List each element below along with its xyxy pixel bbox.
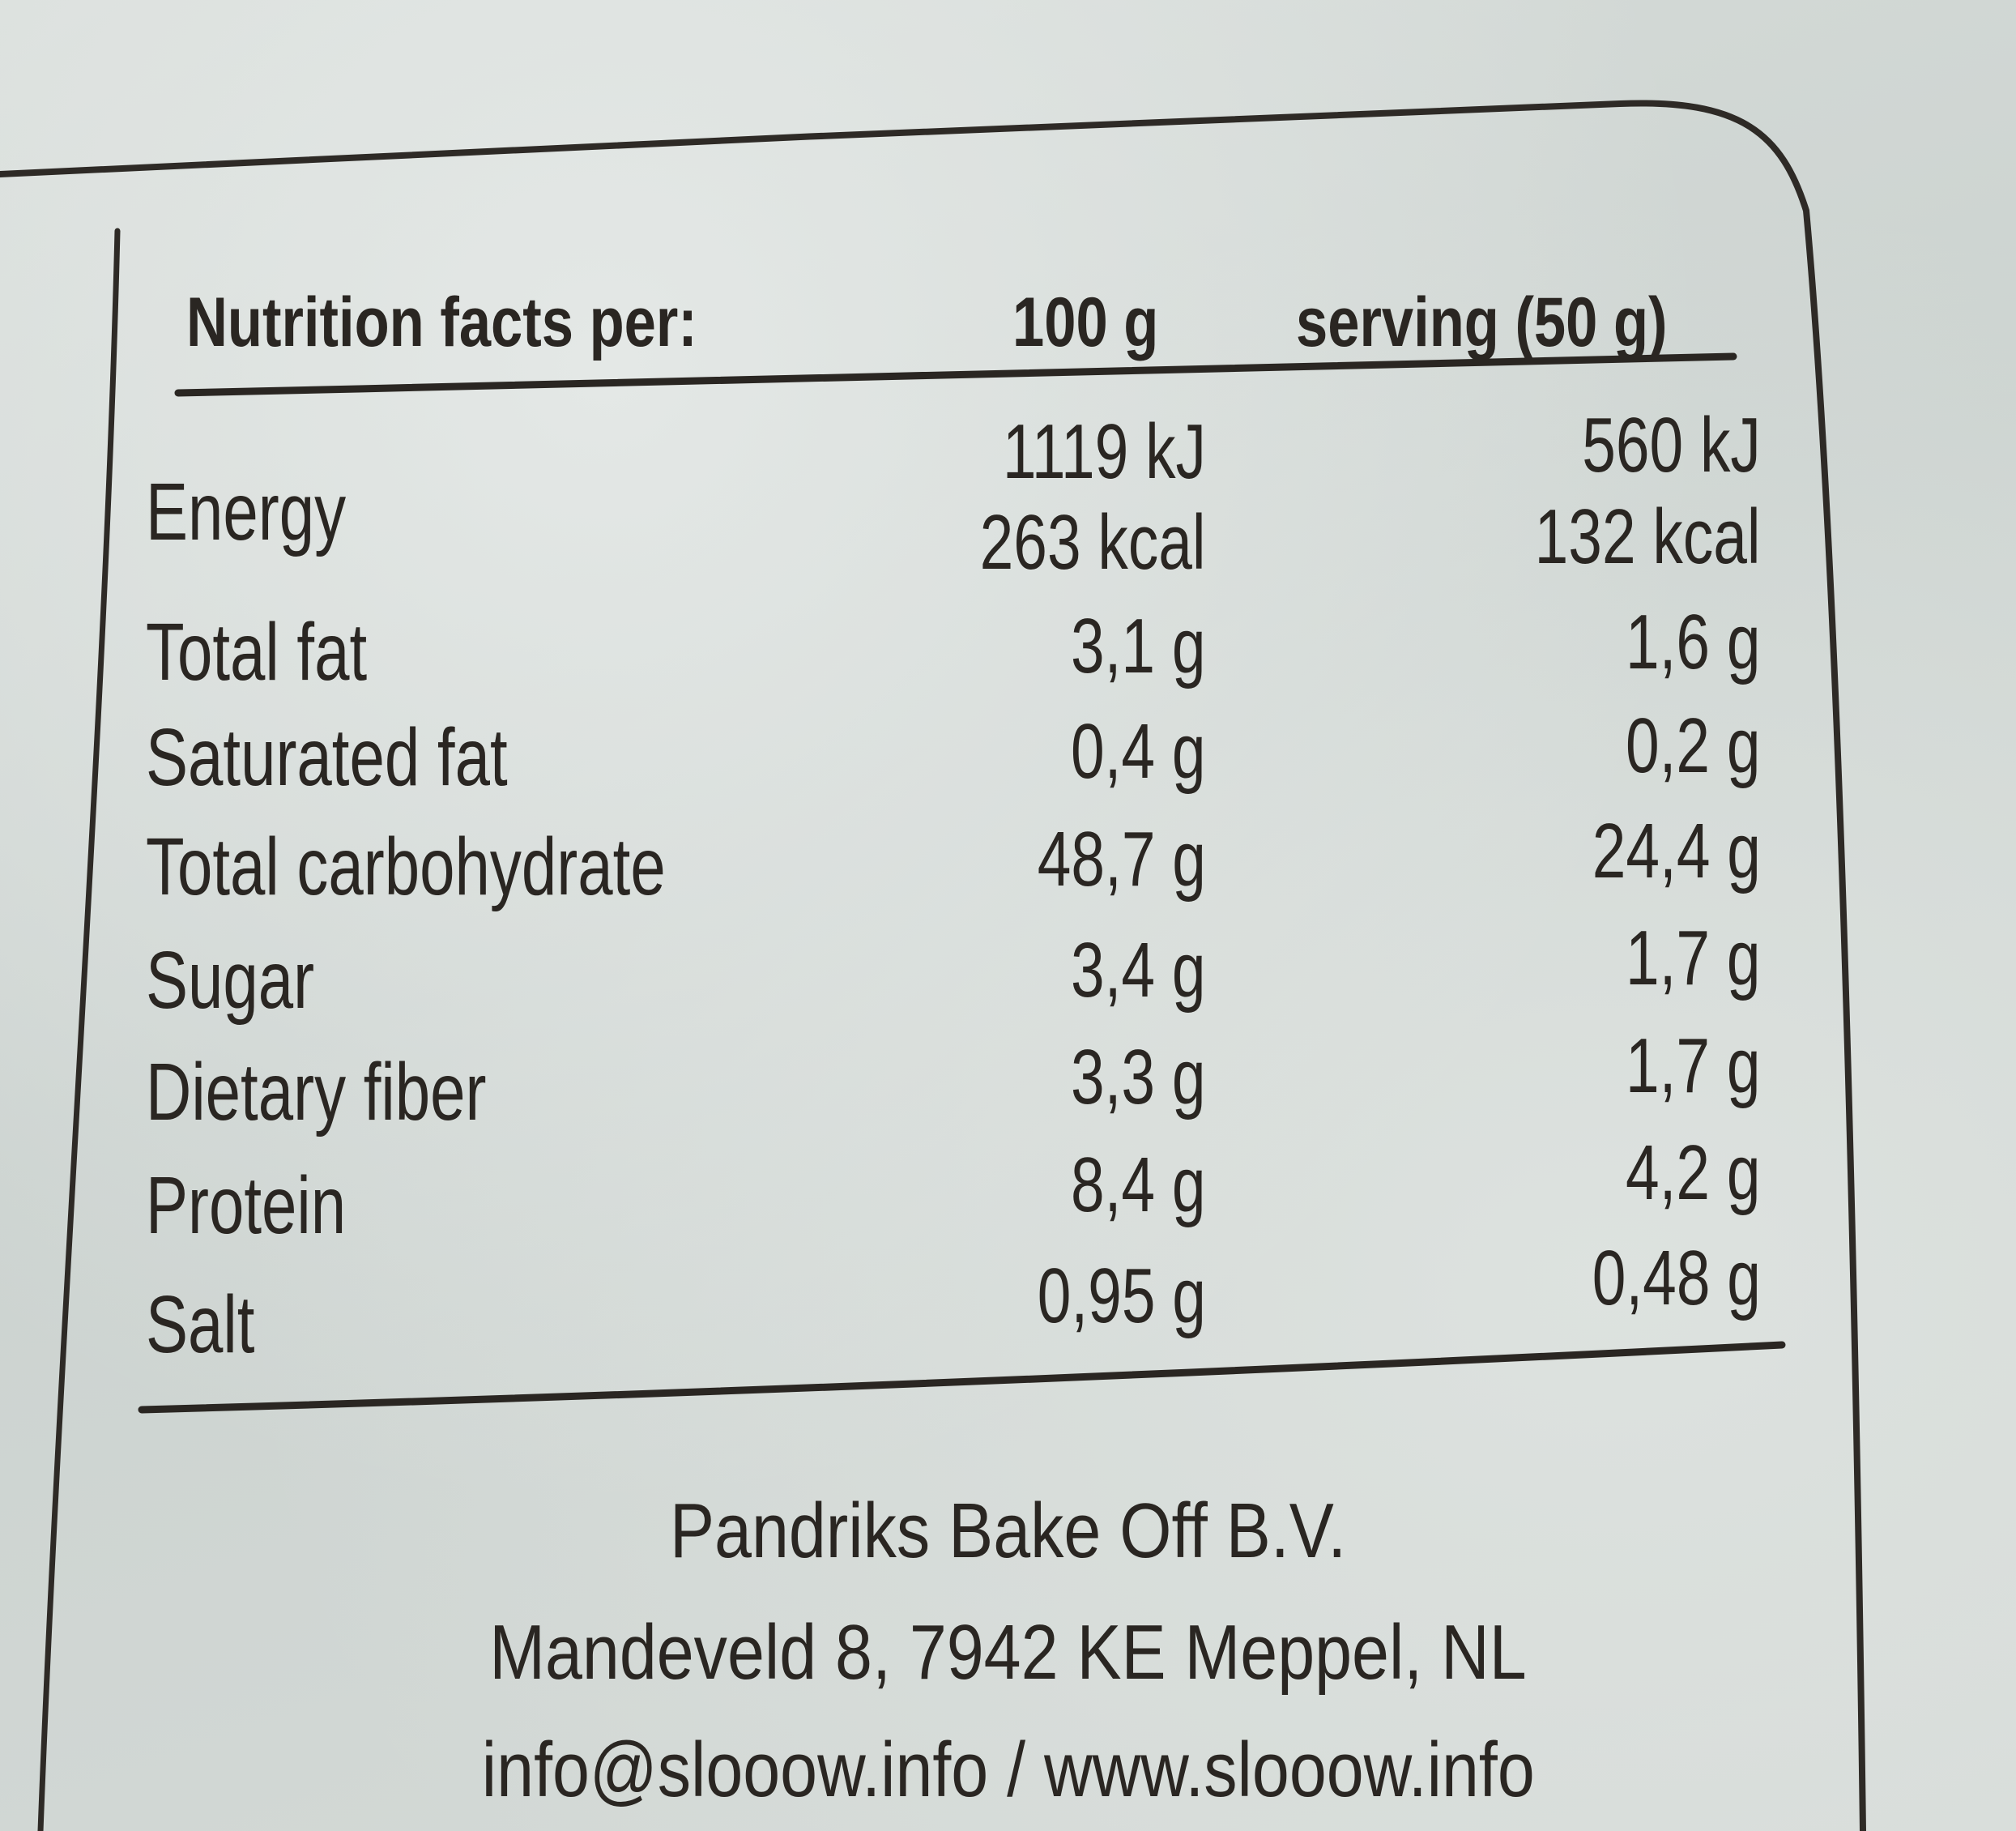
header-column-100g: 100 g [1012,284,1159,361]
value-100g-dietary-fiber: 3,3 g [1071,1034,1206,1120]
company-contact: info@slooow.info / www.slooow.info [481,1726,1535,1813]
frame-inner-left-line [37,228,121,1831]
company-address: Mandeveld 8, 7942 KE Meppel, NL [489,1609,1527,1696]
header-label: Nutrition facts per: [186,284,697,361]
energy-kj-100g: 1119 kJ [1002,408,1206,495]
nutrient-label-sugar: Sugar [146,935,315,1026]
value-serving-total-carbohydrate: 24,4 g [1592,808,1761,894]
value-serving-total-fat: 1,6 g [1626,599,1761,685]
footer-company: Pandriks Bake Off B.V. [0,1487,2016,1576]
nutrient-label-total-carbohydrate: Total carbohydrate [146,822,666,912]
value-100g-salt: 0,95 g [1037,1253,1206,1339]
nutrient-label-total-fat: Total fat [146,607,368,698]
value-serving-salt: 0,48 g [1592,1235,1761,1321]
company-name: Pandriks Bake Off B.V. [669,1487,1347,1574]
energy-label: Energy [146,467,347,557]
header-divider [174,352,1737,397]
nutrient-label-saturated-fat: Saturated fat [146,712,508,803]
footer-address: Mandeveld 8, 7942 KE Meppel, NL [0,1608,2016,1697]
energy-kcal-serving: 132 kcal [1535,493,1761,580]
energy-kj-serving: 560 kJ [1582,402,1761,489]
nutrient-label-protein: Protein [146,1160,347,1251]
value-100g-sugar: 3,4 g [1071,927,1206,1014]
frame-outer-line [0,100,1866,1831]
energy-kcal-100g: 263 kcal [980,499,1206,586]
value-100g-total-fat: 3,1 g [1071,603,1206,689]
table-bottom-divider [138,1341,1786,1414]
footer-contact: info@slooow.info / www.slooow.info [0,1726,2016,1815]
value-serving-sugar: 1,7 g [1626,915,1761,1001]
value-serving-protein: 4,2 g [1626,1129,1761,1216]
nutrient-label-dietary-fiber: Dietary fiber [146,1047,487,1137]
nutrient-label-salt: Salt [146,1279,255,1370]
value-serving-dietary-fiber: 1,7 g [1626,1022,1761,1109]
value-100g-protein: 8,4 g [1071,1142,1206,1228]
header-column-serving: serving (50 g) [1296,284,1668,361]
value-serving-saturated-fat: 0,2 g [1626,702,1761,789]
value-100g-saturated-fat: 0,4 g [1071,708,1206,795]
value-100g-total-carbohydrate: 48,7 g [1037,816,1206,903]
